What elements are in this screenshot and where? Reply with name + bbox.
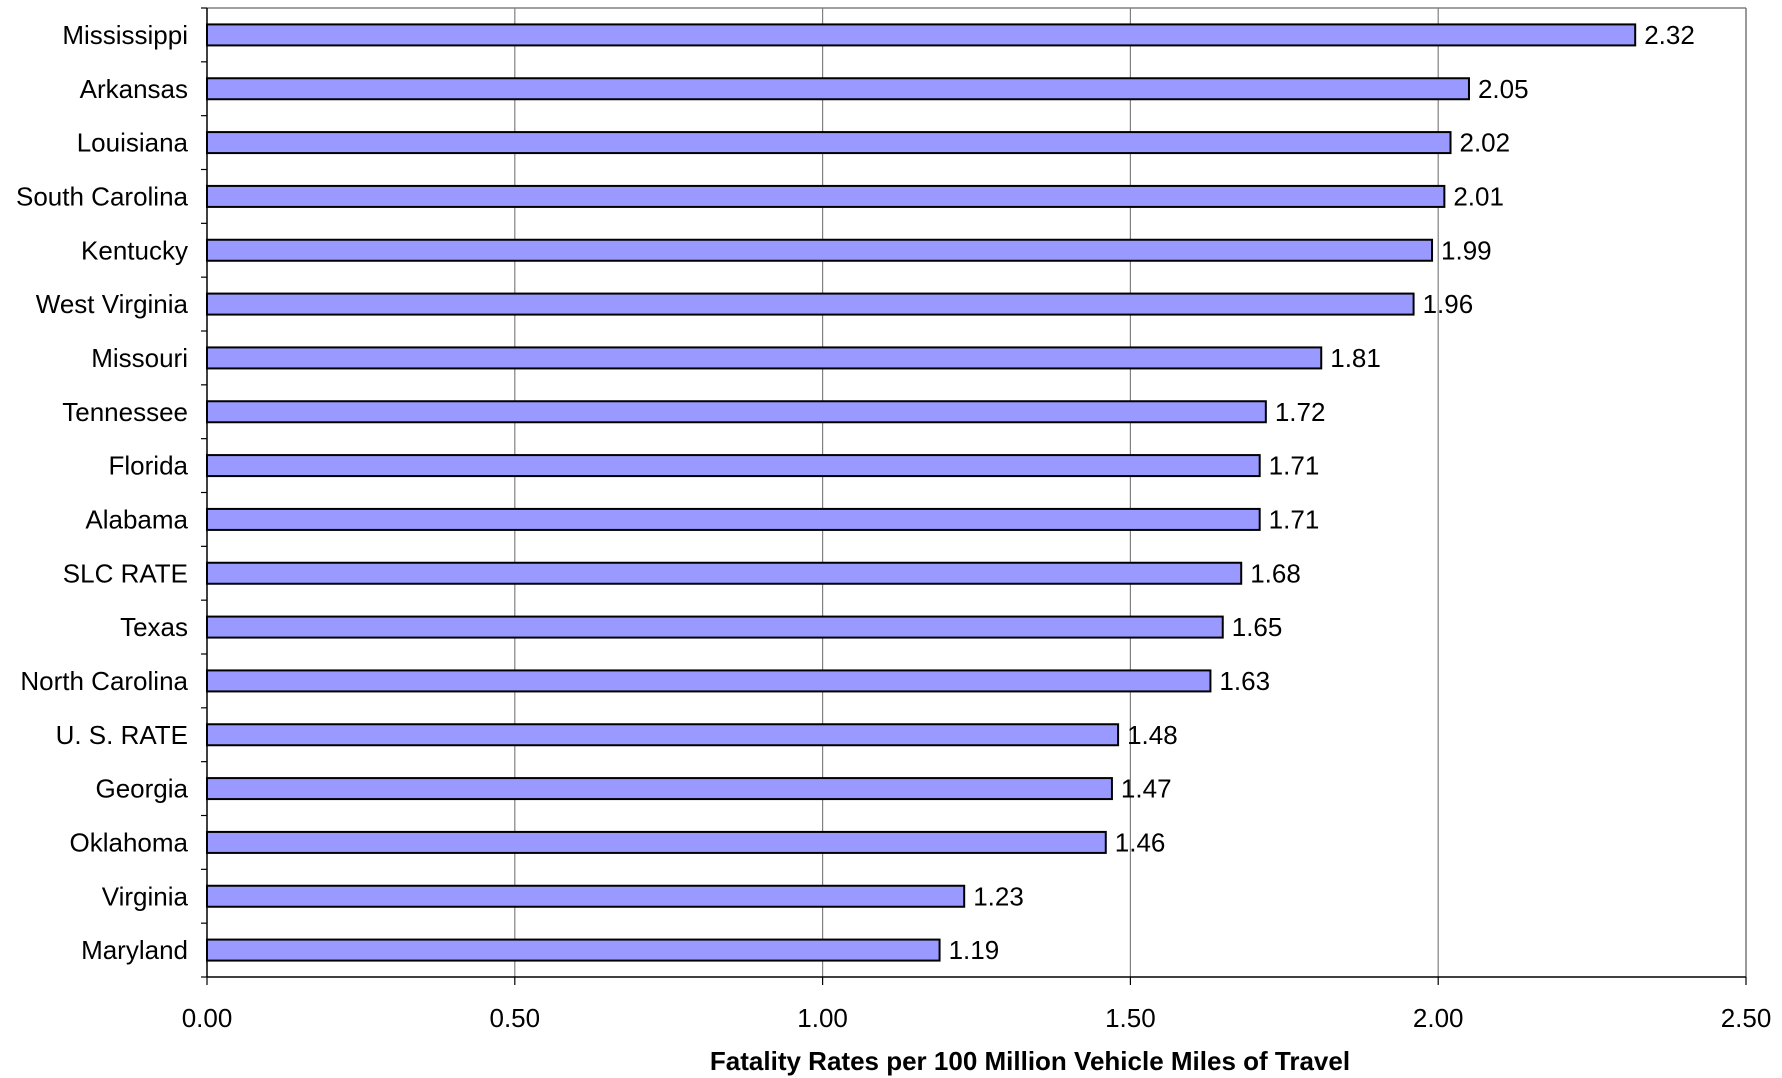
data-label: 2.32 [1644,20,1695,50]
category-label: Georgia [96,774,189,804]
data-label: 1.19 [949,935,1000,965]
bar [206,777,1113,801]
data-label: 1.23 [973,881,1024,911]
x-tick-labels: 0.00 0.50 1.00 1.50 2.00 2.50 [182,1003,1772,1033]
data-label: 1.72 [1275,397,1326,427]
x-tick-label: 0.50 [489,1003,540,1033]
bar [206,400,1267,424]
data-label: 1.81 [1330,343,1381,373]
bar [206,184,1446,208]
x-axis-title: Fatality Rates per 100 Million Vehicle M… [710,1046,1350,1076]
category-label: North Carolina [20,666,188,696]
x-tick-label: 1.50 [1105,1003,1156,1033]
category-label: U. S. RATE [56,720,188,750]
category-label: Oklahoma [70,827,189,857]
category-label: Arkansas [80,74,188,104]
category-labels: Mississippi Arkansas Louisiana South Caroli… [16,20,189,965]
category-label: Maryland [81,935,188,965]
bar [206,131,1452,155]
data-label: 2.01 [1453,181,1504,211]
category-label: Texas [120,612,188,642]
bar [206,292,1415,316]
data-label: 2.05 [1478,74,1529,104]
bar [206,615,1224,639]
data-label: 1.96 [1423,289,1474,319]
bar [206,561,1243,585]
data-label: 1.65 [1232,612,1283,642]
category-label: Missouri [91,343,188,373]
value-labels: 2.32 2.05 2.02 2.01 1.99 1.96 1.811.72 1.71 1.71… [949,20,1695,965]
bar [206,77,1470,101]
category-label: South Carolina [16,181,189,211]
category-label: Florida [109,451,189,481]
bar [206,238,1434,262]
data-label: 1.46 [1115,827,1166,857]
data-label: 1.47 [1121,774,1172,804]
x-tick-label: 2.00 [1413,1003,1464,1033]
category-label: Tennessee [62,397,188,427]
data-label: 2.02 [1460,128,1511,158]
category-label: Mississippi [62,20,188,50]
x-tick-label: 2.50 [1721,1003,1772,1033]
bar [206,507,1261,531]
bar [206,723,1120,747]
category-label: Kentucky [81,235,188,265]
bars [206,23,1637,962]
bar [206,830,1107,854]
axes [201,7,1747,985]
bar [206,938,941,962]
bar [206,884,966,908]
category-label: Virginia [102,881,189,911]
data-label: 1.68 [1250,558,1301,588]
category-label: West Virginia [36,289,189,319]
x-tick-label: 1.00 [797,1003,848,1033]
data-label: 1.99 [1441,235,1492,265]
x-tick-label: 0.00 [182,1003,233,1033]
data-label: 1.71 [1269,504,1320,534]
bar [206,346,1323,370]
data-label: 1.71 [1269,451,1320,481]
data-label: 1.48 [1127,720,1178,750]
category-label: Louisiana [77,128,189,158]
bar [206,23,1637,47]
bar [206,669,1212,693]
category-label: Alabama [85,504,188,534]
category-label: SLC RATE [63,558,188,588]
bar [206,454,1261,478]
data-label: 1.63 [1219,666,1270,696]
